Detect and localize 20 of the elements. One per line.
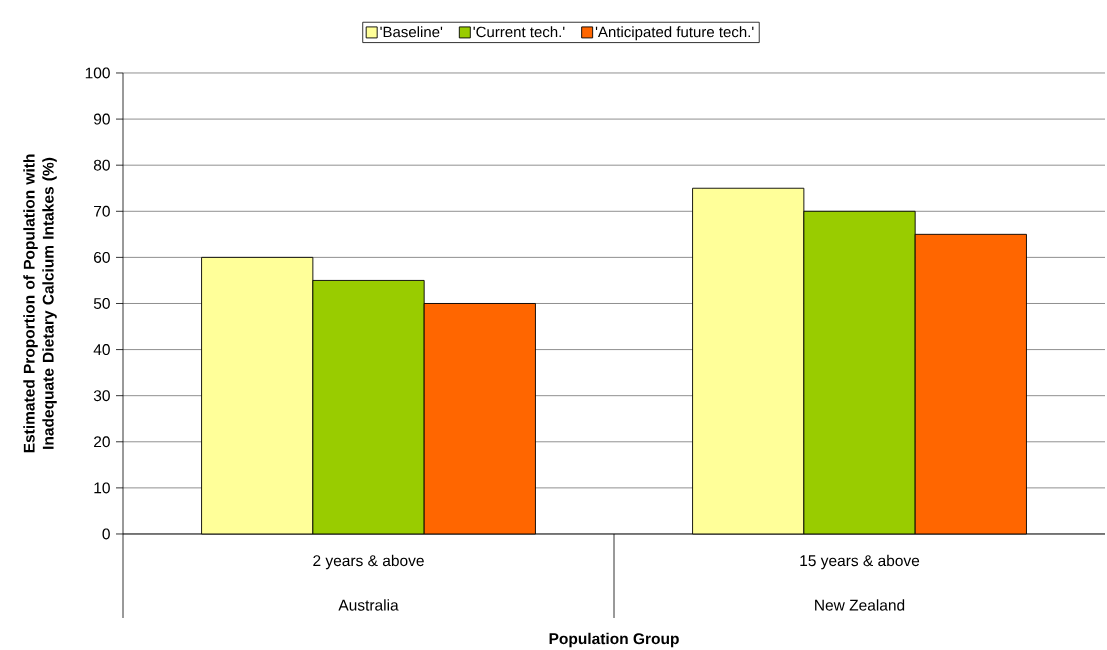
- text: New Zealand: [815, 599, 905, 611]
- y-tick-label: 20: [94, 436, 110, 448]
- y-tick-label: 90: [93, 113, 110, 125]
- y-tick-label: 10: [94, 482, 110, 494]
- y-tick-label: 0: [102, 528, 110, 540]
- y-tick-label: 100: [85, 67, 110, 79]
- legend-label: 'Current tech.': [473, 26, 565, 38]
- x-axis-title: Population Group: [549, 632, 679, 648]
- y-tick-label: 60: [94, 251, 110, 263]
- x-tick-label: 2 years & above: [313, 554, 424, 570]
- y-axis-title: Estimated Proportion of Population with Inadequate Dietary Calcium Intakes (%): [23, 154, 57, 453]
- y-tick-label: 30: [93, 390, 110, 402]
- y-tick-label: 40: [93, 344, 110, 356]
- x-tick-label: 15 years & above: [800, 554, 920, 570]
- y-tick-label: 70: [94, 205, 110, 217]
- legend-label: 'Anticipated future tech.': [595, 26, 754, 41]
- text: Australia: [338, 599, 399, 611]
- legend-label: 'Baseline': [380, 26, 443, 38]
- y-tick-label: 50: [93, 297, 110, 309]
- y-tick-label: 80: [93, 159, 110, 171]
